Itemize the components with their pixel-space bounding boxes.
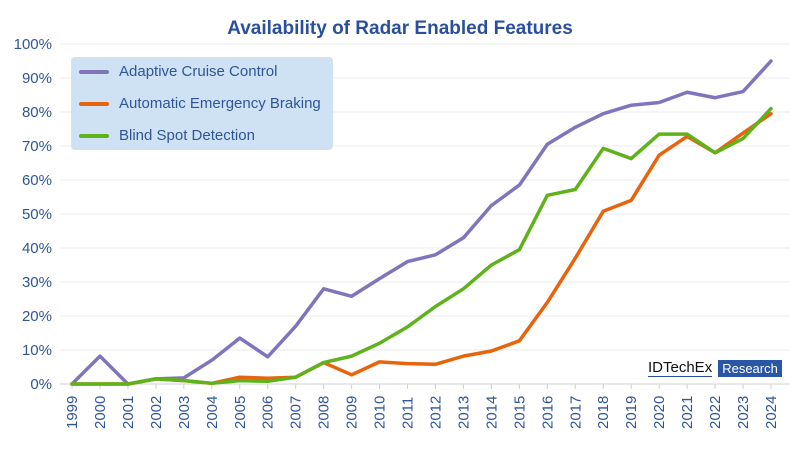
x-tick-label: 2015 bbox=[511, 396, 528, 429]
x-tick-label: 2010 bbox=[372, 396, 389, 429]
series-line-automatic-emergency-braking bbox=[70, 111, 773, 386]
series-line-adaptive-cruise-control bbox=[70, 59, 773, 386]
y-tick-label: 90% bbox=[22, 70, 52, 87]
x-tick-label: 2003 bbox=[176, 396, 193, 429]
legend-item-aeb: Automatic Emergency Braking bbox=[79, 95, 321, 112]
chart-title: Availability of Radar Enabled Features bbox=[227, 18, 573, 39]
y-tick-label: 60% bbox=[22, 172, 52, 189]
x-tick-label: 2001 bbox=[120, 396, 137, 429]
x-tick-label: 2005 bbox=[232, 396, 249, 429]
x-tick-label: 2009 bbox=[344, 396, 361, 429]
brand-name: IDTechEx bbox=[648, 359, 713, 377]
y-tick-label: 10% bbox=[22, 342, 52, 359]
x-tick-label: 2021 bbox=[679, 396, 696, 429]
y-tick-label: 100% bbox=[14, 36, 52, 53]
legend-swatch bbox=[79, 69, 109, 74]
x-tick-label: 2004 bbox=[204, 396, 221, 429]
x-tick-label: 2018 bbox=[595, 396, 612, 429]
legend: Adaptive Cruise Control Automatic Emerge… bbox=[71, 57, 333, 150]
x-tick-label: 1999 bbox=[64, 396, 81, 429]
x-tick-label: 2008 bbox=[316, 396, 333, 429]
legend-label: Automatic Emergency Braking bbox=[119, 95, 321, 112]
legend-swatch bbox=[79, 133, 109, 138]
legend-swatch bbox=[79, 101, 109, 106]
x-tick-label: 2006 bbox=[260, 396, 277, 429]
legend-label: Adaptive Cruise Control bbox=[119, 63, 278, 80]
y-tick-label: 50% bbox=[22, 206, 52, 223]
legend-item-acc: Adaptive Cruise Control bbox=[79, 63, 277, 80]
x-tick-label: 2019 bbox=[623, 396, 640, 429]
x-tick-label: 2014 bbox=[483, 396, 500, 429]
x-tick-label: 2023 bbox=[735, 396, 752, 429]
y-tick-label: 40% bbox=[22, 240, 52, 257]
x-tick-label: 2000 bbox=[92, 396, 109, 429]
x-tick-label: 2016 bbox=[539, 396, 556, 429]
y-tick-label: 0% bbox=[30, 376, 52, 393]
y-tick-label: 20% bbox=[22, 308, 52, 325]
y-tick-label: 70% bbox=[22, 138, 52, 155]
idtechex-logo: IDTechEx Research bbox=[648, 359, 782, 377]
series-line-blind-spot-detection bbox=[70, 106, 773, 386]
brand-tag: Research bbox=[718, 359, 782, 377]
x-tick-label: 2012 bbox=[427, 396, 444, 429]
x-tick-label: 2020 bbox=[651, 396, 668, 429]
x-tick-label: 2024 bbox=[763, 396, 780, 429]
x-tick-label: 2002 bbox=[148, 396, 165, 429]
x-tick-label: 2011 bbox=[400, 397, 417, 429]
y-tick-label: 80% bbox=[22, 104, 52, 121]
x-tick-label: 2007 bbox=[288, 396, 305, 429]
y-tick-label: 30% bbox=[22, 274, 52, 291]
x-tick-label: 2013 bbox=[455, 396, 472, 429]
x-tick-label: 2017 bbox=[567, 396, 584, 429]
x-tick-label: 2022 bbox=[707, 396, 724, 429]
legend-item-bsd: Blind Spot Detection bbox=[79, 127, 255, 144]
legend-label: Blind Spot Detection bbox=[119, 127, 255, 144]
